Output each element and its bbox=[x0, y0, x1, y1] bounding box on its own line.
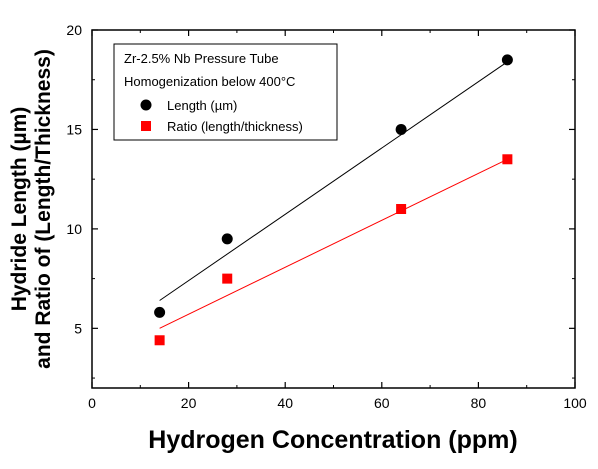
fit-lines bbox=[159, 61, 508, 329]
legend: Zr-2.5% Nb Pressure Tube Homogenization … bbox=[113, 43, 338, 141]
point-ratio bbox=[222, 273, 233, 284]
x-tick-label: 60 bbox=[374, 395, 390, 411]
x-axis-title: Hydrogen Concentration (ppm) bbox=[148, 426, 517, 454]
fit-line-series-0 bbox=[159, 61, 508, 301]
legend-marker-length bbox=[140, 99, 152, 111]
point-length bbox=[221, 233, 233, 245]
y-axis-ticks: 5 10 15 20 bbox=[66, 22, 575, 379]
x-tick-label: 80 bbox=[471, 395, 487, 411]
legend-box bbox=[113, 43, 338, 141]
point-length bbox=[501, 54, 513, 66]
point-ratio bbox=[502, 154, 513, 165]
x-tick-label: 20 bbox=[181, 395, 197, 411]
y-tick-label: 5 bbox=[74, 320, 82, 336]
x-tick-label: 0 bbox=[88, 395, 96, 411]
x-axis-ticks: 0 20 40 60 80 100 bbox=[88, 30, 587, 411]
x-tick-label: 100 bbox=[563, 395, 587, 411]
point-length bbox=[395, 123, 407, 135]
x-tick-label: 40 bbox=[277, 395, 293, 411]
legend-marker-ratio bbox=[141, 121, 151, 131]
point-length bbox=[154, 306, 166, 318]
y-axis-title-line2: and Ratio of (Length/Thickness) bbox=[32, 49, 55, 369]
legend-label-length: Length (µm) bbox=[167, 98, 237, 113]
y-tick-label: 15 bbox=[66, 121, 82, 137]
fit-line-series-1 bbox=[159, 158, 508, 329]
y-tick-label: 10 bbox=[66, 221, 82, 237]
data-markers bbox=[154, 54, 513, 346]
legend-title-line1: Zr-2.5% Nb Pressure Tube bbox=[124, 51, 279, 66]
point-ratio bbox=[154, 335, 165, 346]
y-tick-label: 20 bbox=[66, 22, 82, 38]
y-axis-title-line1: Hydride Length (µm) bbox=[8, 107, 31, 312]
legend-title-line2: Homogenization below 400°C bbox=[124, 74, 295, 89]
legend-label-ratio: Ratio (length/thickness) bbox=[167, 119, 303, 134]
point-ratio bbox=[396, 204, 407, 214]
